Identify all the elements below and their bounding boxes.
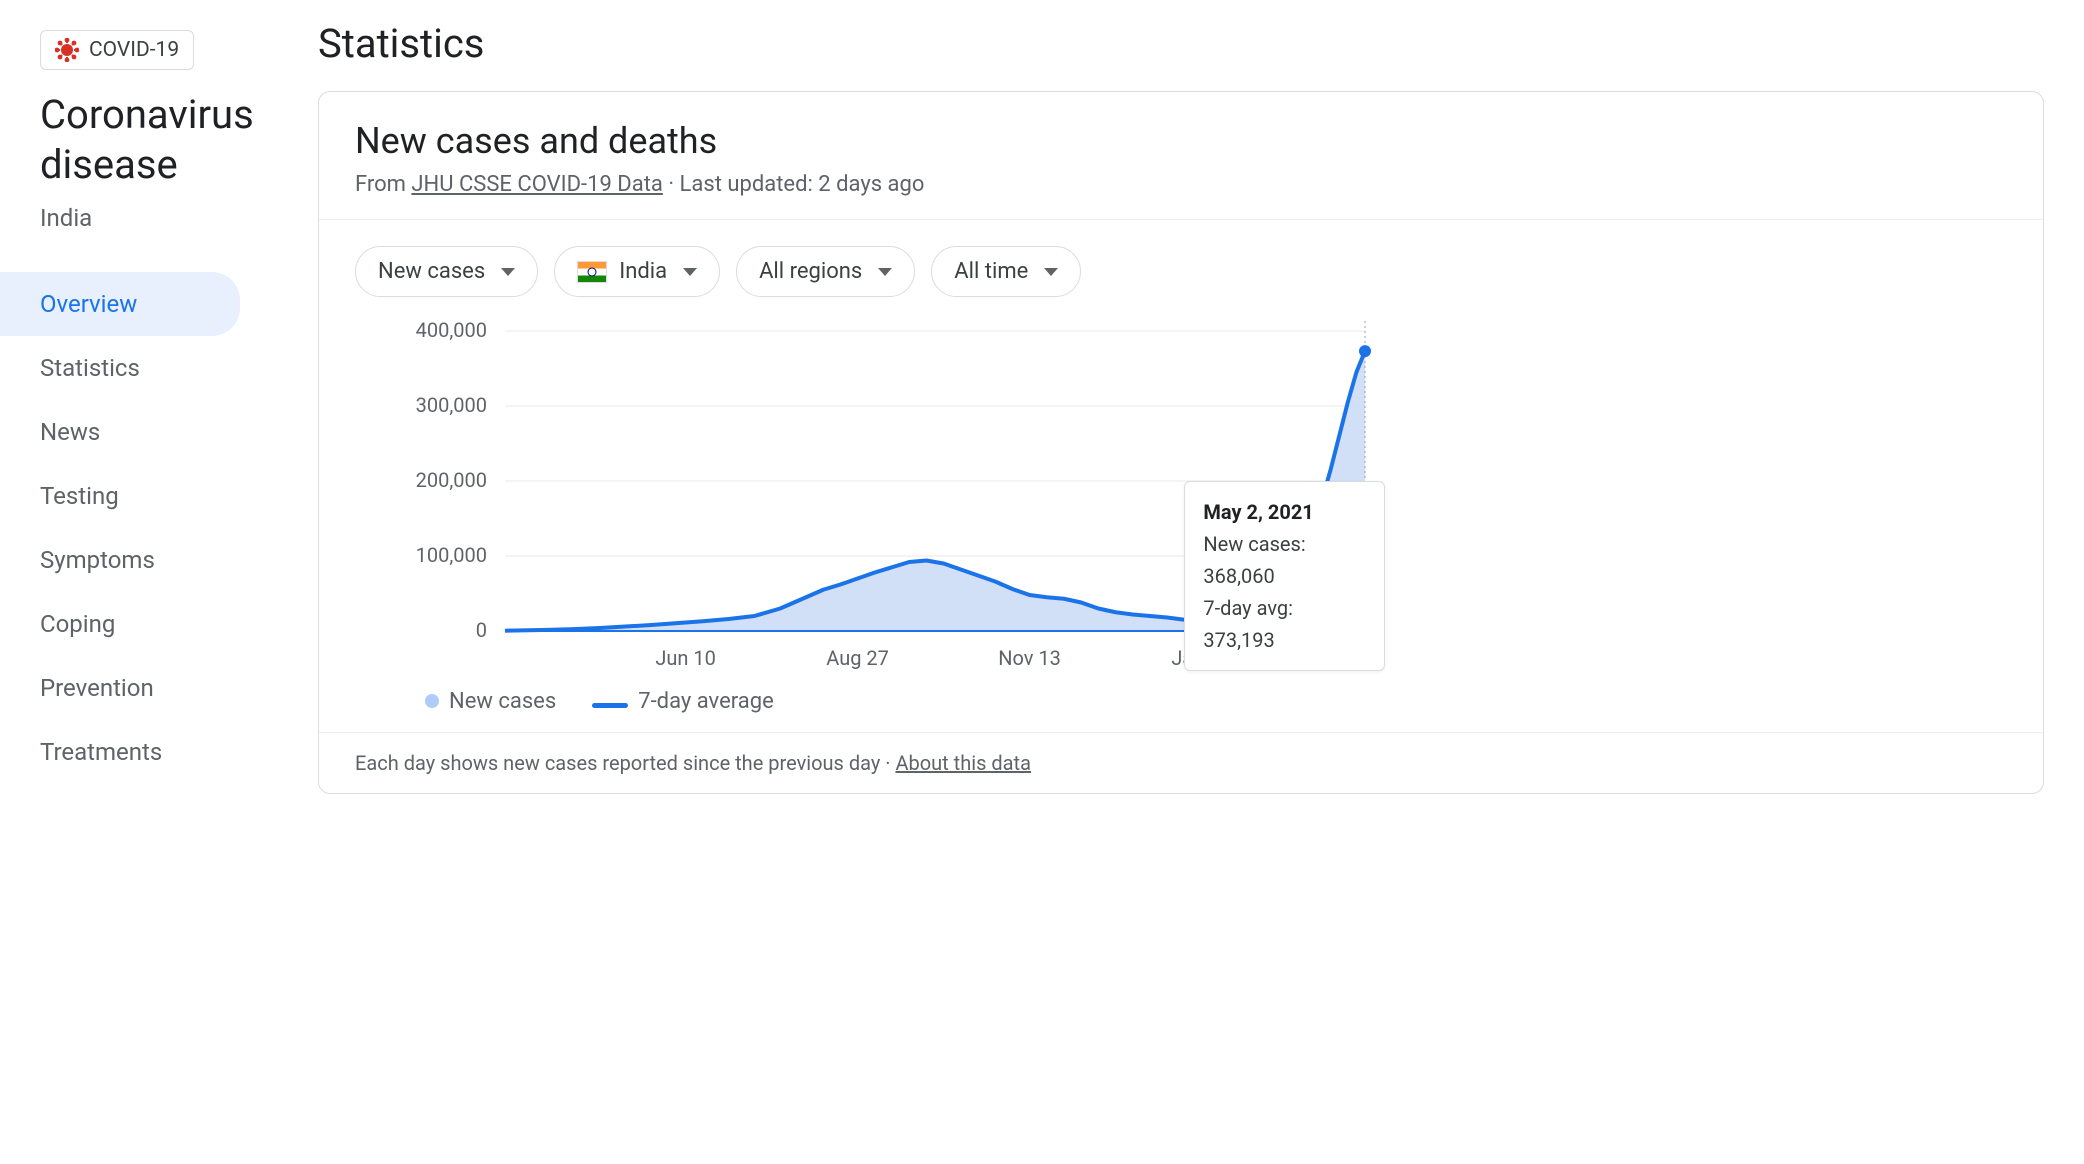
legend-line-icon — [592, 703, 628, 708]
hover-dot — [1359, 345, 1371, 357]
virus-icon — [55, 38, 79, 62]
nav-item-coping[interactable]: Coping — [0, 592, 240, 656]
nav-item-testing[interactable]: Testing — [0, 464, 240, 528]
sidebar-nav: OverviewStatisticsNewsTestingSymptomsCop… — [0, 272, 300, 784]
nav-item-news[interactable]: News — [0, 400, 240, 464]
filter-label: New cases — [378, 259, 485, 284]
chart[interactable]: 0 100,000 200,000 300,000 400,000 Jun 10 Aug 2… — [355, 321, 1385, 681]
svg-text:400,000: 400,000 — [416, 321, 487, 342]
legend-dot-icon — [425, 694, 439, 708]
topic-tag-label: COVID-19 — [89, 38, 179, 62]
filter-all-time[interactable]: All time — [931, 246, 1081, 297]
chevron-down-icon — [1044, 268, 1058, 276]
filter-label: All time — [954, 259, 1028, 284]
sidebar-title: Coronavirus disease — [40, 90, 300, 190]
card-title: New cases and deaths — [355, 120, 2007, 162]
svg-text:200,000: 200,000 — [416, 468, 487, 492]
chart-controls: New cases India All regions All time — [319, 220, 2043, 307]
chart-tooltip: May 2, 2021New cases: 368,0607-day avg: … — [1184, 481, 1385, 671]
filter-all-regions[interactable]: All regions — [736, 246, 915, 297]
legend-label: New cases — [449, 689, 556, 714]
card-subtitle: From JHU CSSE COVID-19 Data · Last updat… — [355, 172, 2007, 197]
topic-tag[interactable]: COVID-19 — [40, 30, 194, 70]
legend-label: 7-day average — [638, 689, 774, 714]
chevron-down-icon — [501, 268, 515, 276]
svg-text:100,000: 100,000 — [416, 543, 487, 567]
nav-item-statistics[interactable]: Statistics — [0, 336, 240, 400]
stats-card: New cases and deaths From JHU CSSE COVID… — [318, 91, 2044, 794]
chevron-down-icon — [683, 268, 697, 276]
about-data-link[interactable]: About this data — [895, 751, 1031, 775]
nav-item-treatments[interactable]: Treatments — [0, 720, 240, 784]
sidebar-subtitle: India — [40, 204, 300, 232]
svg-text:Nov 13: Nov 13 — [998, 646, 1061, 670]
filter-new-cases[interactable]: New cases — [355, 246, 538, 297]
tooltip-row: 7-day avg: 373,193 — [1203, 592, 1366, 656]
chart-area: 0 100,000 200,000 300,000 400,000 Jun 10 Aug 2… — [319, 307, 2043, 732]
card-footer: Each day shows new cases reported since … — [319, 732, 2043, 793]
legend-item: 7-day average — [592, 689, 774, 714]
filter-india[interactable]: India — [554, 246, 720, 297]
sidebar: COVID-19 Coronavirus disease India Overv… — [0, 0, 300, 794]
filter-label: All regions — [759, 259, 862, 284]
filter-label: India — [619, 259, 667, 284]
tooltip-row: New cases: 368,060 — [1203, 528, 1366, 592]
nav-item-prevention[interactable]: Prevention — [0, 656, 240, 720]
last-updated: Last updated: 2 days ago — [680, 172, 925, 197]
legend-item: New cases — [425, 689, 556, 714]
main: Statistics New cases and deaths From JHU… — [300, 0, 2084, 794]
svg-text:300,000: 300,000 — [416, 393, 487, 417]
card-header: New cases and deaths From JHU CSSE COVID… — [319, 92, 2043, 220]
page-heading: Statistics — [318, 20, 2044, 67]
chart-legend: New cases 7-day average — [355, 681, 2023, 732]
india-flag-icon — [577, 261, 607, 283]
svg-text:0: 0 — [476, 618, 487, 642]
tooltip-date: May 2, 2021 — [1203, 496, 1366, 528]
source-link[interactable]: JHU CSSE COVID-19 Data — [411, 172, 662, 197]
svg-text:Jun 10: Jun 10 — [655, 646, 716, 670]
nav-item-symptoms[interactable]: Symptoms — [0, 528, 240, 592]
chevron-down-icon — [878, 268, 892, 276]
nav-item-overview[interactable]: Overview — [0, 272, 240, 336]
svg-text:Aug 27: Aug 27 — [826, 646, 889, 670]
